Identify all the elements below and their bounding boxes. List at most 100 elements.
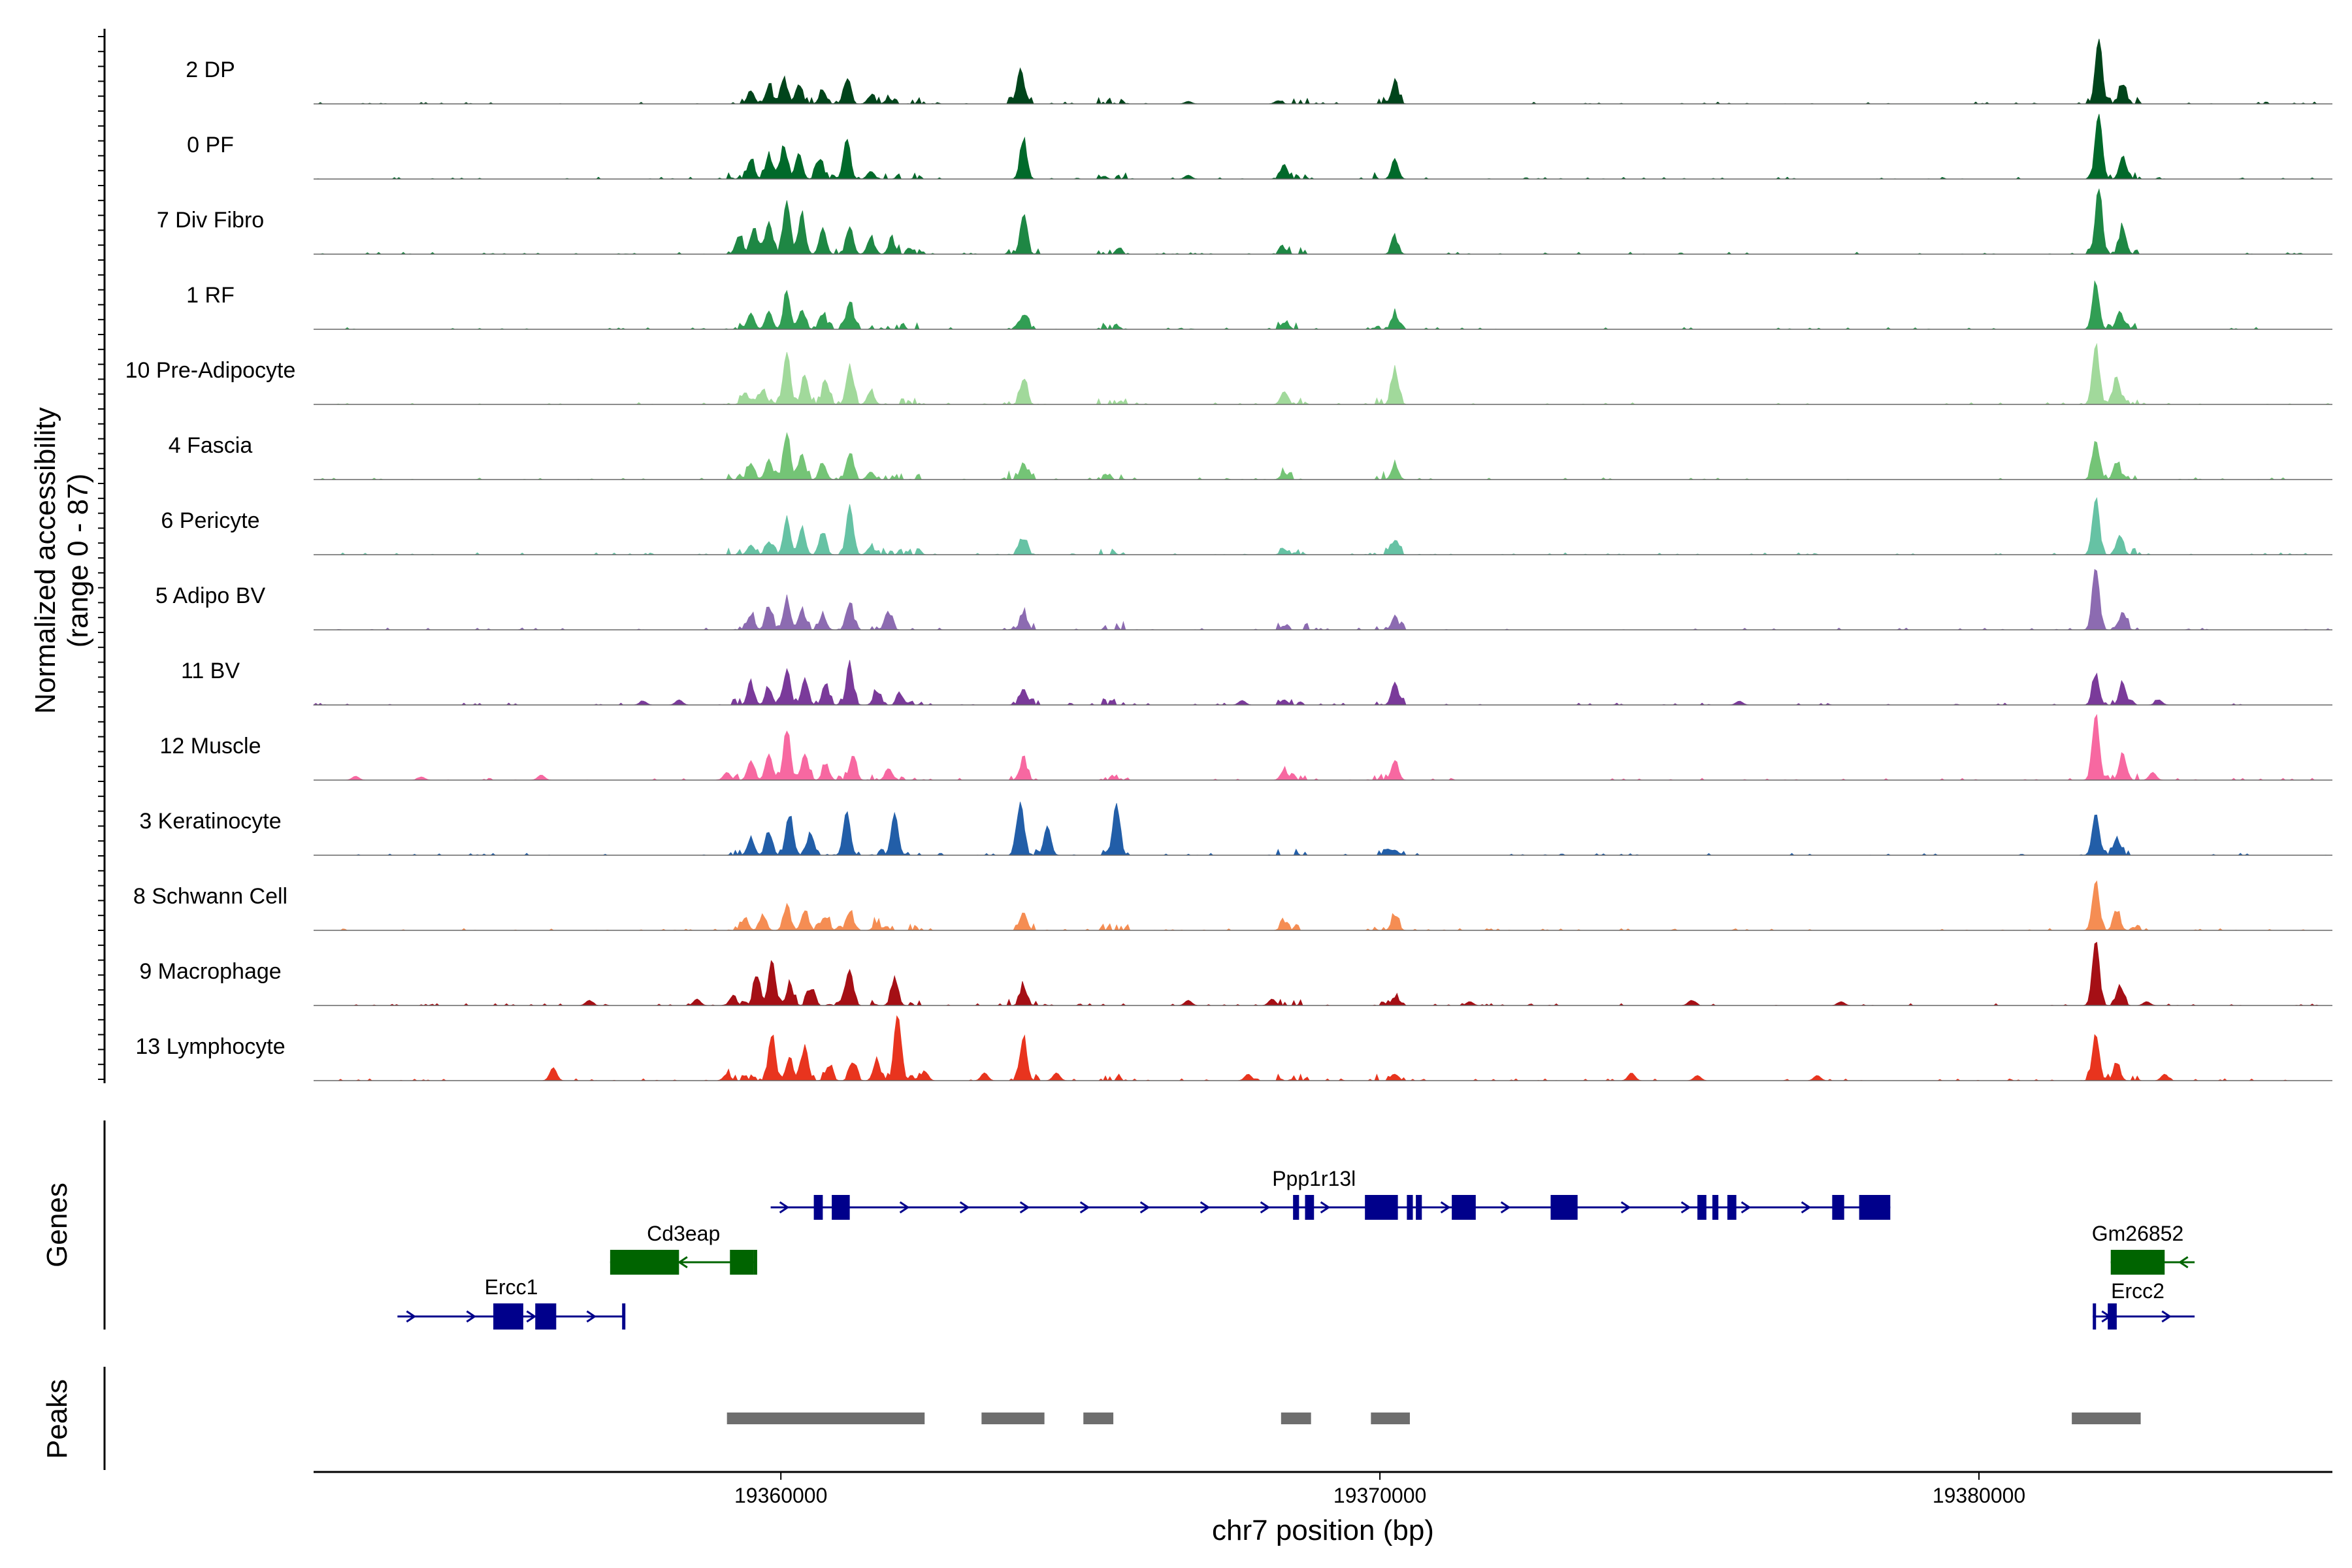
gene-label: Ercc2 xyxy=(2111,1279,2164,1303)
peak-region xyxy=(1083,1413,1114,1424)
x-axis-title: chr7 position (bp) xyxy=(1212,1514,1434,1546)
exon xyxy=(1712,1195,1719,1220)
strand-arrow xyxy=(1200,1201,1211,1214)
y-axis-title: Normalized accessibility xyxy=(29,407,61,713)
exon xyxy=(2110,1250,2165,1275)
coverage-track-4 xyxy=(314,280,2332,330)
coverage-tracks xyxy=(312,39,2332,1081)
coverage-track-1 xyxy=(314,39,2332,105)
exon xyxy=(1293,1195,1299,1220)
gene-gm26852: Gm26852 xyxy=(2092,1222,2195,1275)
strand-arrow xyxy=(959,1201,970,1214)
track-label: 9 Macrophage xyxy=(139,959,281,984)
peak-region xyxy=(2072,1413,2141,1424)
strand-arrow xyxy=(586,1310,597,1323)
gene-cd3eap: Cd3eap xyxy=(610,1222,757,1275)
strand-arrow xyxy=(1500,1201,1511,1214)
strand-arrow xyxy=(1680,1201,1691,1214)
peak-region xyxy=(981,1413,1045,1424)
strand-arrow xyxy=(2161,1310,2172,1323)
exon xyxy=(2108,1303,2117,1330)
track-label: 5 Adipo BV xyxy=(155,583,266,608)
strand-arrow xyxy=(526,1310,537,1323)
exon xyxy=(493,1303,523,1330)
y-axis-title-range: (range 0 - 87) xyxy=(62,474,94,648)
exon xyxy=(535,1303,557,1330)
peak-region xyxy=(1371,1413,1410,1424)
coverage-track-8 xyxy=(314,568,2332,630)
strand-arrow xyxy=(1079,1201,1090,1214)
genes-panel-title: Genes xyxy=(41,1183,73,1267)
coverage-track-9 xyxy=(312,660,2332,706)
exon xyxy=(1832,1195,1844,1220)
gene-label: Cd3eap xyxy=(647,1222,720,1245)
track-label: 1 RF xyxy=(186,283,235,308)
track-label: 10 Pre-Adipocyte xyxy=(125,358,296,383)
strand-arrow xyxy=(1740,1201,1752,1214)
peak-regions xyxy=(727,1413,2141,1424)
strand-arrow xyxy=(1320,1201,1331,1214)
gene-label: Gm26852 xyxy=(2092,1222,2184,1245)
gene-label: Ercc1 xyxy=(485,1275,538,1299)
strand-arrow xyxy=(899,1201,910,1214)
track-label: 3 Keratinocyte xyxy=(139,809,281,834)
strand-arrow xyxy=(678,1256,688,1269)
exon xyxy=(1416,1195,1422,1220)
coverage-track-12 xyxy=(314,880,2332,932)
x-tick-label: 19380000 xyxy=(1933,1484,2025,1507)
track-label: 2 DP xyxy=(186,57,235,82)
strand-arrow xyxy=(466,1310,477,1323)
gene-ppp1r13l: Ppp1r13l xyxy=(770,1167,1891,1220)
exon xyxy=(2093,1303,2097,1330)
exon xyxy=(1727,1195,1737,1220)
strand-arrow xyxy=(1139,1201,1151,1214)
track-label: 11 BV xyxy=(181,659,240,683)
strand-arrow xyxy=(2178,1256,2189,1269)
exon xyxy=(1305,1195,1315,1220)
strand-arrow xyxy=(1620,1201,1631,1214)
strand-arrow xyxy=(1019,1201,1030,1214)
exon xyxy=(1859,1195,1891,1220)
coverage-track-3 xyxy=(314,188,2332,255)
exon xyxy=(610,1250,679,1275)
peak-region xyxy=(1281,1413,1311,1424)
track-label: 6 Pericyte xyxy=(161,508,259,533)
coverage-track-13 xyxy=(314,941,2332,1006)
track-label: 8 Schwann Cell xyxy=(133,884,287,909)
exon xyxy=(1407,1195,1413,1220)
exon xyxy=(622,1303,626,1330)
x-tick-label: 19360000 xyxy=(734,1484,827,1507)
track-labels: 2 DP 0 PF 7 Div Fibro 1 RF 10 Pre-Adipocyte 4… xyxy=(125,57,296,1059)
gene-ercc1: Ercc1 xyxy=(397,1275,626,1330)
coverage-track-6 xyxy=(314,432,2332,480)
track-label: 13 Lymphocyte xyxy=(135,1034,285,1059)
exon xyxy=(753,1250,757,1275)
peak-region xyxy=(727,1413,925,1424)
coverage-track-14 xyxy=(314,1015,2332,1081)
exon xyxy=(1365,1195,1398,1220)
coverage-track-11 xyxy=(314,802,2332,856)
strand-arrow xyxy=(1440,1201,1451,1214)
exon xyxy=(832,1195,850,1220)
exon xyxy=(1452,1195,1476,1220)
coverage-track-2 xyxy=(314,114,2332,180)
exon xyxy=(1550,1195,1578,1220)
coverage-track-5 xyxy=(314,342,2332,405)
exon xyxy=(730,1250,754,1275)
x-tick-label: 19370000 xyxy=(1333,1484,1426,1507)
track-label: 7 Div Fibro xyxy=(157,208,264,233)
peaks-panel-title: Peaks xyxy=(41,1379,73,1459)
gene-ercc2: Ercc2 xyxy=(2093,1279,2195,1330)
track-label: 0 PF xyxy=(187,133,234,157)
exon xyxy=(813,1195,823,1220)
strand-arrow xyxy=(1260,1201,1271,1214)
x-axis-ticks: 19360000 19370000 19380000 xyxy=(734,1472,2025,1507)
exon xyxy=(1697,1195,1707,1220)
coverage-track-10 xyxy=(314,713,2332,781)
track-label: 12 Muscle xyxy=(160,734,261,759)
y-axis xyxy=(98,29,106,1083)
gene-annotations: Ppp1r13l Cd3eap Gm26852 Ercc1 Ercc2 xyxy=(397,1167,2195,1330)
strand-arrow xyxy=(779,1201,790,1214)
strand-arrow xyxy=(1801,1201,1812,1214)
